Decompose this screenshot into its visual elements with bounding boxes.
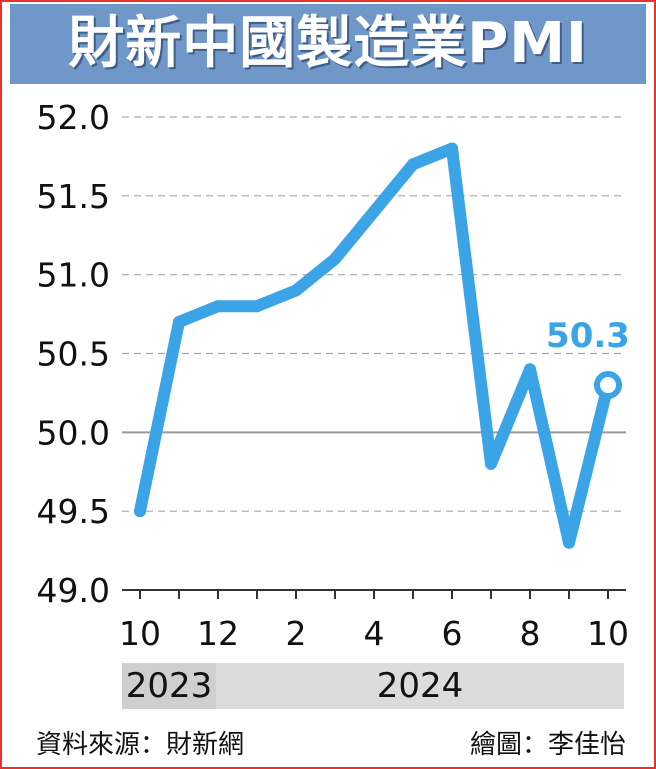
data-point-0 (134, 505, 146, 518)
x-tick-label-6: 10 (587, 614, 629, 653)
data-point-9 (485, 457, 497, 470)
chart-title: 財新中國製造業PMI (68, 11, 588, 76)
year-band-2024 (216, 663, 624, 709)
data-point-7 (407, 158, 419, 171)
y-tick-label-3: 50.5 (37, 335, 110, 374)
data-point-11 (563, 536, 575, 549)
data-point-2 (212, 300, 224, 313)
y-tick-label-5: 51.5 (37, 177, 110, 216)
data-point-1 (173, 315, 185, 328)
last-data-point (594, 371, 622, 400)
x-tick-label-1: 12 (197, 614, 239, 653)
x-tick-label-5: 8 (520, 614, 541, 653)
y-tick-label-0: 49.0 (37, 571, 110, 610)
last-value-label: 50.3 (546, 316, 630, 356)
title-bar: 財新中國製造業PMI (10, 4, 646, 84)
y-tick-label-4: 51.0 (37, 256, 110, 295)
data-point-4 (290, 284, 302, 297)
year-band-2023 (122, 663, 216, 709)
data-point-8 (446, 142, 458, 155)
data-point-10 (524, 363, 536, 376)
source-note: 資料來源：財新網 (36, 730, 245, 760)
year-label-2023: 2023 (125, 666, 213, 706)
y-tick-label-2: 50.0 (37, 413, 110, 452)
x-tick-label-2: 2 (286, 614, 307, 653)
credit-note: 繪圖：李佳怡 (469, 730, 626, 760)
x-tick-label-4: 6 (442, 614, 463, 653)
y-tick-label-1: 49.5 (37, 492, 110, 531)
pmi-line-chart: 49.049.550.050.551.051.552.0 10 12 2 4 6 8 10 … (37, 98, 630, 653)
y-tick-label-6: 52.0 (37, 98, 110, 137)
x-tick-label-0: 10 (119, 614, 161, 653)
data-point-6 (368, 205, 380, 218)
data-point-3 (251, 300, 263, 313)
year-label-2024: 2024 (376, 666, 464, 706)
x-tick-label-3: 4 (364, 614, 385, 653)
data-point-5 (329, 252, 341, 265)
